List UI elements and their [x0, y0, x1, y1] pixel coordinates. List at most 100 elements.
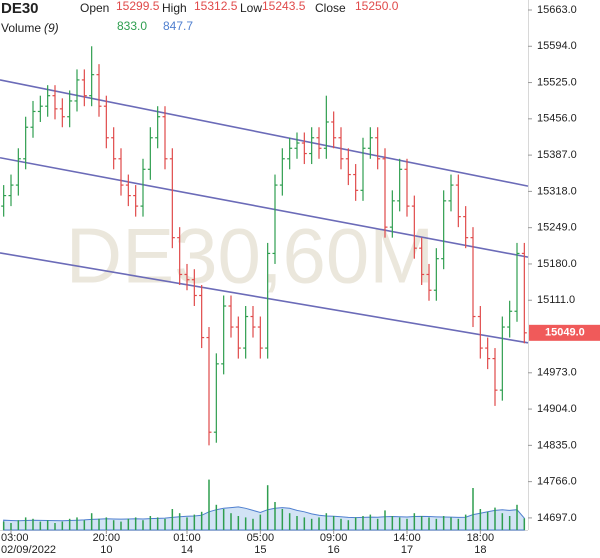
volume-bar: [68, 518, 71, 530]
volume-bar: [149, 516, 152, 530]
volume-bar: [2, 521, 5, 530]
trendline: [0, 252, 529, 344]
volume-bar: [156, 517, 159, 530]
volume-bar: [450, 517, 452, 530]
volume-bar: [354, 517, 357, 530]
volume-bar: [457, 518, 460, 530]
volume-bar: [112, 520, 115, 530]
x-tick-sublabel: 17: [401, 544, 413, 556]
volume-bar: [398, 517, 401, 530]
volume-bar: [10, 523, 12, 530]
volume-bar: [318, 517, 320, 530]
volume-bar: [362, 516, 364, 530]
y-tick-label: 15318.0: [537, 185, 577, 197]
volume-bar: [523, 518, 526, 530]
volume-bar: [46, 520, 49, 530]
x-tick-sublabel: 14: [181, 544, 193, 556]
volume-bar: [303, 517, 306, 530]
y-tick-label: 15594.0: [537, 40, 577, 52]
volume-bar: [516, 504, 518, 530]
volume-value: 833.0: [117, 19, 147, 33]
volume-bar: [406, 518, 408, 530]
header-label: Close: [315, 1, 346, 15]
volume-bar: [134, 517, 137, 530]
volume-bar: [252, 518, 254, 530]
x-tick-sublabel: 02/09/2022: [1, 544, 56, 556]
volume-bar: [164, 518, 166, 530]
price-tag: [529, 324, 600, 341]
volume-bar: [259, 514, 262, 530]
trendline: [0, 156, 529, 258]
header-label: High: [162, 1, 187, 15]
volume-bar: [347, 520, 350, 530]
volume-bar: [142, 520, 144, 530]
volume-bar: [428, 517, 430, 530]
x-tick-label: 05:00: [247, 532, 275, 544]
y-tick-label: 15663.0: [537, 4, 577, 16]
header-label: Open: [80, 1, 109, 15]
x-tick-sublabel: 18: [474, 544, 486, 556]
volume-bar: [222, 509, 225, 530]
x-tick-sublabel: 16: [328, 544, 340, 556]
volume-bar: [193, 514, 196, 530]
volume-label: Volume: [1, 21, 41, 35]
y-tick-label: 15249.0: [537, 222, 577, 234]
volume-bar: [120, 521, 122, 530]
volume-bar: [76, 517, 78, 530]
volume-bar: [274, 502, 276, 530]
volume-bar: [98, 518, 100, 530]
volume-bar: [369, 514, 372, 530]
volume-bar: [230, 513, 232, 530]
header-value: 15312.5: [194, 0, 238, 13]
volume-bar: [340, 518, 342, 530]
volume-bar: [464, 514, 467, 530]
volume-bar: [494, 507, 496, 530]
volume-bar: [54, 523, 56, 530]
y-tick-label: 14973.0: [537, 367, 577, 379]
y-tick-label: 14766.0: [537, 476, 577, 488]
volume-ma-value: 847.7: [163, 19, 193, 33]
volume-bar: [17, 520, 20, 530]
header-value: 15299.5: [116, 0, 160, 13]
watermark: DE30,60M: [66, 212, 435, 300]
volume-bar: [32, 518, 34, 530]
volume-bar: [310, 518, 313, 530]
x-tick-label: 01:00: [173, 532, 201, 544]
volume-bar: [332, 516, 335, 530]
volume-bar: [90, 513, 93, 530]
volume-bar: [127, 518, 130, 530]
volume-bar: [237, 516, 240, 530]
volume-bar: [296, 516, 298, 530]
y-tick-label: 15180.0: [537, 258, 577, 270]
volume-bar: [325, 513, 328, 530]
volume-bar: [186, 517, 188, 530]
volume-bar: [508, 516, 511, 530]
y-tick-label: 15387.0: [537, 149, 577, 161]
volume-bar: [215, 504, 218, 530]
volume-bar: [479, 509, 482, 530]
volume-bar: [281, 509, 284, 530]
header-value: 15250.0: [355, 0, 399, 13]
volume-bar: [266, 485, 269, 530]
trendline: [0, 79, 529, 187]
volume-bar: [200, 511, 203, 530]
volume-period: (9): [44, 21, 59, 35]
volume-bar: [384, 510, 386, 530]
x-tick-label: 03:00: [1, 532, 29, 544]
volume-bar: [472, 488, 474, 530]
symbol-title: DE30: [1, 0, 39, 17]
x-tick-label: 09:00: [320, 532, 348, 544]
y-tick-label: 15525.0: [537, 76, 577, 88]
volume-bar: [435, 518, 438, 530]
header-value: 15243.5: [262, 0, 306, 13]
y-tick-label: 14697.0: [537, 512, 577, 524]
volume-bar: [486, 511, 489, 530]
x-tick-label: 18:00: [467, 532, 495, 544]
volume-bar: [105, 517, 108, 530]
volume-bar: [413, 513, 416, 530]
y-tick-label: 15456.0: [537, 113, 577, 125]
volume-bar: [61, 521, 64, 530]
y-tick-label: 14835.0: [537, 439, 577, 451]
volume-bar: [376, 518, 379, 530]
